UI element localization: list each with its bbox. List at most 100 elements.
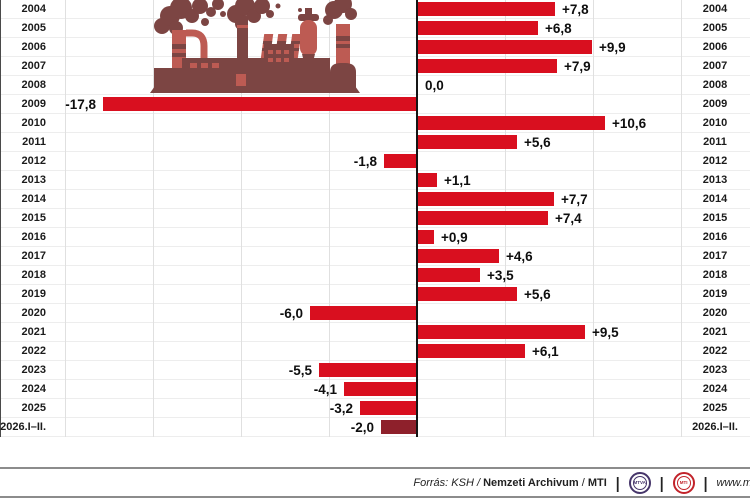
year-label-left: 2024 [21,383,46,395]
bar-2022 [418,344,525,358]
year-label-left: 2009 [21,98,46,110]
bar-value-label: +6,1 [532,344,559,359]
horizontal-gridline [0,379,750,380]
year-label-right: 2024 [702,383,728,395]
year-label-right: 2025 [702,402,728,414]
horizontal-gridline [0,341,750,342]
year-label-right: 2008 [702,79,728,91]
vertical-gridline [241,0,242,437]
year-label-right: 2014 [702,193,728,205]
bar-2016 [418,230,434,244]
factory-buildings [150,44,360,93]
year-label-left: 2015 [21,212,46,224]
year-label-left: 2014 [21,193,46,205]
source-archive: Nemzeti Archivum [483,476,579,489]
horizontal-gridline [0,56,750,57]
source-slash: / [581,476,585,489]
year-label-left: 2025 [21,402,46,414]
source-mti: MTI [587,476,607,489]
bar-2014 [418,192,554,206]
source-text: Forrás: KSH / Nemzeti Archivum / MTI [413,477,606,489]
reactor-tank [298,8,319,66]
horizontal-gridline [0,37,750,38]
year-label-right: 2017 [702,250,728,262]
year-label-right: 2016 [702,231,728,243]
year-label-left: 2018 [21,269,46,281]
year-label-right: 2011 [703,136,727,148]
bar-2010 [418,116,605,130]
factory-illustration [150,0,360,93]
footer-divider: | [659,473,664,492]
bar-value-label: -2,0 [350,420,374,435]
source-prefix: Forrás: KSH / [413,476,481,489]
bar-2007 [418,59,557,73]
horizontal-gridline [0,246,750,247]
mti-logo-icon: MTI [672,471,695,494]
year-label-left: 2022 [21,345,46,357]
year-label-right: 2007 [702,60,728,72]
horizontal-gridline [0,360,750,361]
bar-2021 [418,325,585,339]
horizontal-gridline [0,398,750,399]
bar-2018 [418,268,480,282]
bar-value-label: -1,8 [353,154,377,169]
year-label-right: 2010 [702,117,728,129]
footer-divider: | [615,473,620,492]
smoke-clouds [154,0,357,35]
horizontal-gridline [0,151,750,152]
year-label-right: 2022 [702,345,728,357]
year-label-left: 2013 [21,174,46,186]
year-label-right: 2004 [702,3,728,15]
mtva-logo-icon: MTVA [628,471,651,494]
horizontal-gridline [0,436,750,437]
bar-value-label: +5,6 [524,135,551,150]
bar-2020 [310,306,416,320]
year-label-left: 2006 [21,41,46,53]
vertical-gridline [681,0,682,437]
bar-2026.I–II. [381,420,416,434]
bar-2025 [360,401,416,415]
year-label-right: 2026.I–II. [692,421,738,433]
year-label-left: 2012 [21,155,46,167]
mtva-logo-text: MTVA [632,475,647,490]
bar-value-label: +5,6 [524,287,551,302]
horizontal-gridline [0,284,750,285]
horizontal-gridline [0,75,750,76]
bar-value-label: +7,9 [564,59,591,74]
bar-value-label: +3,5 [487,268,514,283]
bar-value-label: +1,1 [444,173,471,188]
bar-2019 [418,287,517,301]
horizontal-gridline [0,303,750,304]
bar-value-label: +7,8 [562,2,589,17]
bar-2023 [319,363,416,377]
bar-value-label: +4,6 [506,249,533,264]
year-label-right: 2006 [702,41,728,53]
year-label-right: 2009 [702,98,728,110]
year-label-right: 2020 [702,307,728,319]
year-label-left: 2004 [21,3,46,15]
horizontal-gridline [0,227,750,228]
footer-divider: | [703,473,708,492]
bar-value-label: -17,8 [65,97,96,112]
zero-axis [416,0,418,437]
year-label-left: 2020 [21,307,46,319]
year-label-right: 2005 [702,22,728,34]
year-label-right: 2018 [702,269,728,281]
bar-chart: 2004 2004 +7,8 2005 2005 +6,8 2006 2006 +9,9 2007… [0,0,750,437]
horizontal-gridline [0,132,750,133]
bar-2017 [418,249,499,263]
horizontal-gridline [0,170,750,171]
horizontal-gridline [0,322,750,323]
year-label-left: 2007 [21,60,46,72]
vertical-gridline [329,0,330,437]
year-label-left: 2019 [21,288,46,300]
year-label-left: 2010 [21,117,46,129]
horizontal-gridline [0,189,750,190]
bar-2009 [103,97,416,111]
bar-2013 [418,173,437,187]
website-url: www.m [716,476,750,489]
year-label-left: 2008 [21,79,46,91]
bar-value-label: +7,7 [561,192,588,207]
year-label-right: 2023 [702,364,728,376]
